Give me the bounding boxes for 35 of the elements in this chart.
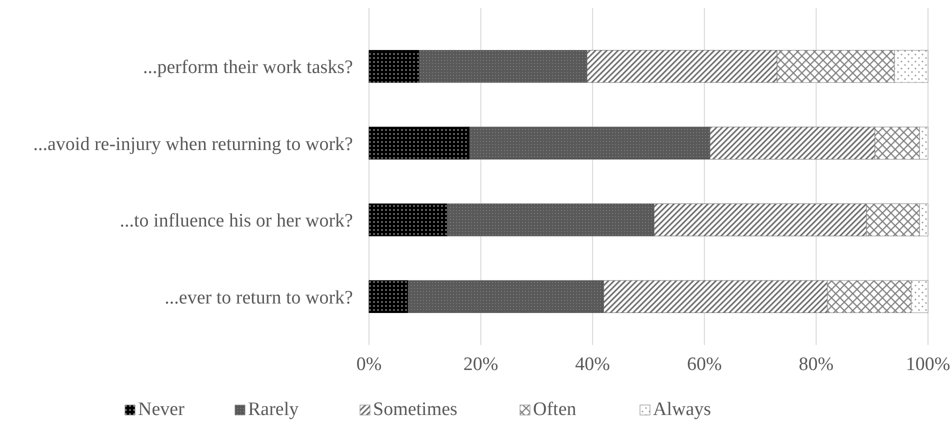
bar bbox=[894, 50, 928, 83]
bar bbox=[910, 280, 928, 313]
x-tick-label: 20% bbox=[463, 354, 498, 375]
x-tick-label: 0% bbox=[356, 354, 382, 375]
y-tick-label: ...perform their work tasks? bbox=[143, 57, 353, 78]
bar bbox=[874, 126, 920, 160]
bar bbox=[710, 126, 876, 160]
legend-label: Sometimes bbox=[373, 399, 458, 420]
bar bbox=[586, 50, 778, 83]
bar bbox=[776, 50, 895, 83]
y-tick-label: ...ever to return to work? bbox=[164, 287, 353, 308]
x-tick-label: 60% bbox=[686, 354, 722, 375]
bar bbox=[447, 204, 654, 236]
x-tick-label: 80% bbox=[798, 354, 834, 375]
legend-label: Often bbox=[533, 399, 577, 420]
bar bbox=[469, 126, 710, 160]
bar bbox=[827, 280, 912, 313]
bar bbox=[368, 204, 448, 236]
x-tick-label: 100% bbox=[906, 354, 950, 375]
y-tick-label: ...to influence his or her work? bbox=[120, 210, 353, 232]
y-tick-label: ...avoid re-injury when returning to work? bbox=[33, 134, 353, 155]
legend-label: Never bbox=[138, 399, 186, 420]
bar bbox=[419, 50, 588, 83]
legend-label: Always bbox=[653, 399, 712, 420]
bar bbox=[408, 280, 604, 313]
x-tick-label: 40% bbox=[575, 354, 610, 375]
legend-label: Rarely bbox=[248, 399, 300, 420]
bar bbox=[654, 204, 867, 236]
bar bbox=[866, 204, 920, 236]
bar bbox=[368, 126, 470, 160]
bar bbox=[919, 126, 928, 160]
bar bbox=[368, 50, 420, 83]
bar bbox=[919, 204, 928, 236]
bar bbox=[604, 280, 828, 313]
bar bbox=[368, 280, 408, 313]
